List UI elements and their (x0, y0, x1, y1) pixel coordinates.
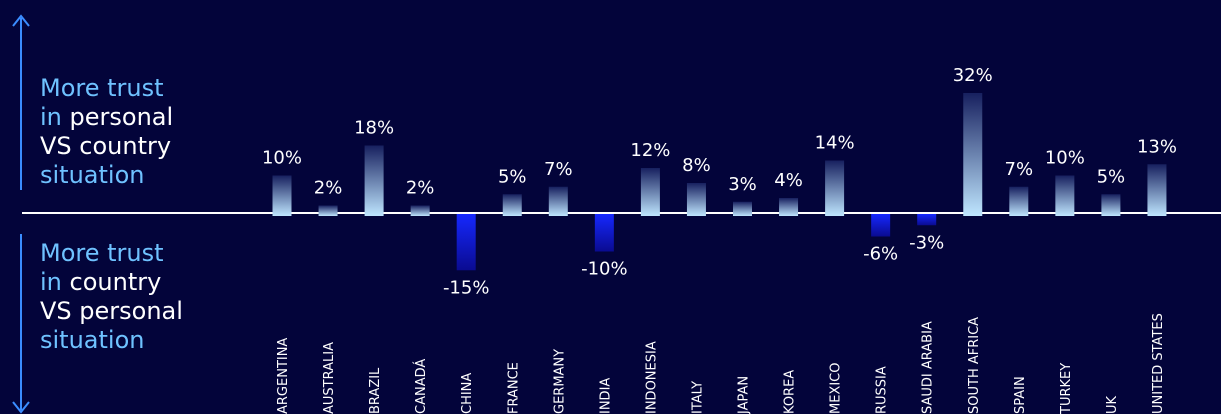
bar-japan (733, 201, 752, 216)
bottom-annotation-text-1: More trust (40, 239, 164, 267)
category-label-spain: SPAIN (1013, 376, 1028, 414)
category-label-indonesia: INDONESIA (644, 341, 659, 414)
value-label-russia: -6% (863, 244, 898, 265)
more-trust-personal-label: More trust in personal VS country situation (40, 74, 173, 190)
top-annotation-text-2: in (40, 103, 70, 131)
value-label-korea: 4% (774, 170, 803, 191)
value-label-united-states: 13% (1137, 136, 1177, 157)
category-label-france: FRANCE (506, 362, 521, 414)
bar-indonesia (640, 168, 660, 216)
bar-italy (686, 183, 706, 216)
bar-india (594, 214, 614, 252)
bar-russia (871, 214, 891, 237)
bar-united-states (1147, 164, 1167, 216)
bar-turkey (1055, 175, 1075, 216)
more-trust-country-label: More trust in country VS personal situation (40, 239, 183, 355)
category-label-australia: AUSTRALIA (322, 342, 337, 414)
value-label-italy: 8% (682, 155, 711, 176)
category-label-turkey: TURKEY (1059, 363, 1074, 414)
value-label-germany: 7% (544, 159, 573, 180)
category-label-uk: UK (1105, 395, 1120, 414)
bar-saudi-arabia (917, 214, 937, 226)
value-label-turkey: 10% (1045, 148, 1085, 169)
bar-france (502, 194, 522, 216)
top-annotation-line-2: in personal (40, 103, 173, 132)
value-label-australia: 2% (314, 178, 343, 199)
bar-uk (1101, 194, 1121, 216)
value-label-spain: 7% (1005, 159, 1034, 180)
top-annotation-text-4: situation (40, 161, 145, 189)
category-label-brazil: BRAZIL (368, 367, 383, 414)
bottom-annotation-line-4: situation (40, 326, 183, 355)
top-annotation-emphasis: personal (69, 103, 174, 131)
bottom-annotation-text-4: situation (40, 326, 145, 354)
bottom-annotation-text-3: VS personal (40, 297, 183, 325)
bar-australia (318, 205, 338, 216)
bar-germany (548, 186, 568, 216)
category-label-saudi-arabia: SAUDI ARABIA (921, 321, 936, 414)
category-label-india: INDIA (598, 378, 613, 414)
bottom-annotation-line-2: in country (40, 268, 183, 297)
category-label-united-states: UNITED STATES (1151, 313, 1166, 414)
top-annotation-line-4: situation (40, 161, 173, 190)
bottom-annotation-emphasis: country (69, 268, 162, 296)
value-label-canad: 2% (406, 178, 435, 199)
bottom-annotation-text-2: in (40, 268, 70, 296)
value-label-argentina: 10% (262, 148, 302, 169)
value-label-japan: 3% (728, 174, 757, 195)
bar-korea (779, 198, 799, 216)
bar-mexico (825, 160, 845, 216)
category-labels-group: ARGENTINA AUSTRALIA BRAZIL CANADÁ CHINA FRANC… (276, 313, 1166, 414)
value-label-uk: 5% (1097, 166, 1126, 187)
category-label-argentina: ARGENTINA (276, 338, 291, 414)
value-label-india: -10% (581, 259, 628, 280)
bar-south-africa (963, 93, 983, 216)
bar-canad (410, 205, 430, 216)
arrow-down-icon (12, 401, 30, 414)
top-annotation-text-1: More trust (40, 74, 164, 102)
value-label-indonesia: 12% (630, 140, 670, 161)
bar-spain (1009, 186, 1029, 216)
bar-brazil (364, 145, 384, 216)
value-label-mexico: 14% (815, 133, 855, 154)
value-label-saudi-arabia: -3% (909, 232, 944, 253)
category-label-russia: RUSSIA (875, 366, 890, 414)
top-annotation-line-1: More trust (40, 74, 173, 103)
category-label-south-africa: SOUTH AFRICA (967, 317, 982, 414)
arrow-up-icon (12, 14, 30, 27)
category-label-china: CHINA (460, 373, 475, 414)
category-label-italy: ITALY (690, 381, 705, 414)
bar-china (456, 214, 476, 271)
category-label-japan: JAPAN (737, 376, 752, 414)
top-annotation-text-3: VS country (40, 132, 172, 160)
bottom-annotation-line-1: More trust (40, 239, 183, 268)
category-label-germany: GERMANY (552, 349, 567, 414)
category-label-mexico: MEXICO (829, 363, 844, 414)
category-label-korea: KOREA (783, 370, 798, 414)
bars-group (272, 93, 1167, 271)
value-label-brazil: 18% (354, 118, 394, 139)
top-annotation-line-3: VS country (40, 132, 173, 161)
value-label-south-africa: 32% (953, 65, 993, 86)
bar-argentina (272, 175, 292, 216)
category-label-canad: CANADÁ (413, 359, 429, 414)
value-label-china: -15% (443, 277, 490, 298)
trust-direction-arrow (12, 14, 30, 414)
bottom-annotation-line-3: VS personal (40, 297, 183, 326)
value-label-france: 5% (498, 166, 527, 187)
value-labels-group: 10% 2% 18% 2% -15% 5% 7% -10% 12% 8% 3% 4% 14% -6% -3%… (262, 65, 1177, 298)
